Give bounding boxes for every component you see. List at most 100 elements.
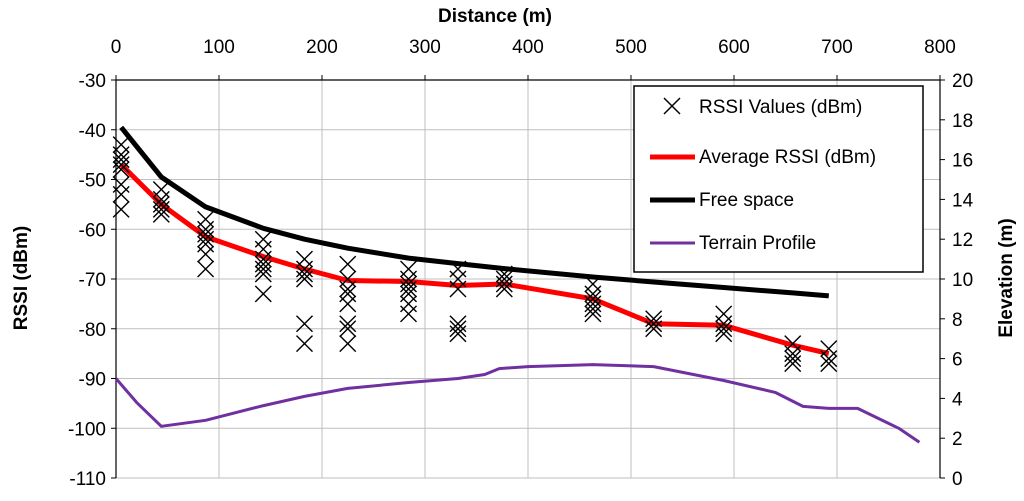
y-left-tick-label: -50 (79, 171, 106, 192)
rssi-value-marker (784, 350, 802, 368)
rssi-marker-stroke (339, 315, 357, 333)
rssi-value-marker (254, 260, 272, 278)
rssi-marker-stroke (254, 285, 272, 303)
rssi-value-marker (295, 270, 313, 288)
rssi-value-marker (339, 255, 357, 273)
rssi-marker-stroke (197, 245, 215, 263)
rssi-marker-stroke (197, 260, 215, 278)
rssi-marker-stroke (820, 350, 838, 368)
x-tick-label: 500 (615, 37, 647, 58)
rssi-marker-stroke (645, 315, 663, 333)
rssi-value-marker (112, 156, 130, 174)
y-right-axis-title: Elevation (m) (996, 218, 1017, 337)
y-left-tick-label: -30 (79, 71, 106, 92)
legend-marker-rssi-values (663, 97, 681, 115)
rssi-marker-stroke (449, 320, 467, 338)
rssi-marker-stroke (495, 280, 513, 298)
y-right-tick-label: 10 (952, 270, 973, 291)
y-left-tick-label: -90 (79, 370, 106, 391)
y-left-tick-label: -60 (79, 220, 106, 241)
legend-box (633, 85, 924, 273)
rssi-value-marker (400, 280, 418, 298)
rssi-value-marker (400, 305, 418, 323)
rssi-marker-stroke (820, 355, 838, 373)
rssi-marker-stroke (295, 270, 313, 288)
rssi-marker-stroke (449, 280, 467, 298)
rssi-marker-stroke (400, 280, 418, 298)
rssi-marker-stroke (400, 305, 418, 323)
rssi-marker-stroke (112, 161, 130, 179)
rssi-value-marker (295, 265, 313, 283)
axes (111, 75, 945, 479)
rssi-marker-stroke (339, 255, 357, 273)
free-space-line (119, 125, 830, 299)
x-tick-label: 800 (924, 37, 956, 58)
rssi-marker-stroke (339, 295, 357, 313)
average-rssi-line (119, 162, 830, 357)
rssi-marker-stroke (112, 156, 130, 174)
x-axis-title: Distance (m) (438, 6, 552, 27)
rssi-marker-stroke (112, 200, 130, 218)
rssi-marker-stroke (339, 280, 357, 298)
rssi-marker-stroke (295, 265, 313, 283)
x-tick-label: 400 (512, 37, 544, 58)
rssi-value-marker (449, 320, 467, 338)
rssi-value-marker (152, 200, 170, 218)
y-right-tick-label: 6 (952, 350, 963, 371)
rssi-marker-stroke (254, 260, 272, 278)
rssi-value-marker (295, 335, 313, 353)
y-right-tick-label: 20 (952, 71, 973, 92)
y-left-tick-labels: -30 -40 -50 -60 -70 -80 -90 -100 -110 (68, 71, 106, 490)
rssi-marker-stroke (152, 200, 170, 218)
rssi-marker-stroke (295, 315, 313, 333)
rssi-value-marker (295, 315, 313, 333)
rssi-marker-stroke (339, 320, 357, 338)
legend-label-terrain-profile: Terrain Profile (699, 233, 816, 254)
rssi-value-marker (449, 325, 467, 343)
rssi-value-marker (495, 280, 513, 298)
rssi-marker-stroke (449, 325, 467, 343)
x-tick-label: 200 (306, 37, 338, 58)
rssi-marker-stroke (715, 320, 733, 338)
rssi-value-marker (495, 275, 513, 293)
y-left-tick-label: -70 (79, 270, 106, 291)
y-left-axis-title: RSSI (dBm) (11, 226, 32, 331)
rssi-value-marker (339, 295, 357, 313)
y-right-tick-label: 2 (952, 429, 963, 450)
rssi-value-marker (339, 320, 357, 338)
rssi-marker-stroke (495, 275, 513, 293)
x-tick-label: 300 (409, 37, 441, 58)
y-right-tick-label: 4 (952, 389, 963, 410)
x-tick-label: 700 (821, 37, 853, 58)
rssi-value-marker (112, 200, 130, 218)
rssi-value-marker (339, 280, 357, 298)
rssi-value-marker (584, 300, 602, 318)
rssi-marker-stroke (197, 230, 215, 248)
y-left-tick-label: -40 (79, 121, 106, 142)
y-right-tick-label: 8 (952, 310, 963, 331)
legend-label-average-rssi: Average RSSI (dBm) (699, 147, 876, 168)
y-left-tick-label: -80 (79, 320, 106, 341)
rssi-value-marker (784, 355, 802, 373)
rssi-value-marker (197, 245, 215, 263)
rssi-value-marker (820, 355, 838, 373)
x-tick-label: 600 (718, 37, 750, 58)
legend-label-rssi-values: RSSI Values (dBm) (699, 97, 862, 118)
rssi-value-marker (339, 315, 357, 333)
rssi-marker-stroke (784, 350, 802, 368)
rssi-value-marker (584, 305, 602, 323)
rssi-value-marker (197, 260, 215, 278)
rssi-marker-stroke (152, 205, 170, 223)
rssi-value-marker (254, 285, 272, 303)
rssi-value-marker (449, 280, 467, 298)
x-tick-label: 0 (111, 37, 122, 58)
rssi-marker-stroke (295, 335, 313, 353)
rssi-marker-stroke (645, 320, 663, 338)
y-right-tick-label: 12 (952, 230, 973, 251)
rssi-value-marker (197, 230, 215, 248)
y-left-tick-label: -100 (68, 419, 106, 440)
rssi-marker-stroke (112, 185, 130, 203)
y-right-tick-label: 0 (952, 469, 963, 490)
legend: RSSI Values (dBm) Average RSSI (dBm) Fre… (633, 85, 924, 273)
